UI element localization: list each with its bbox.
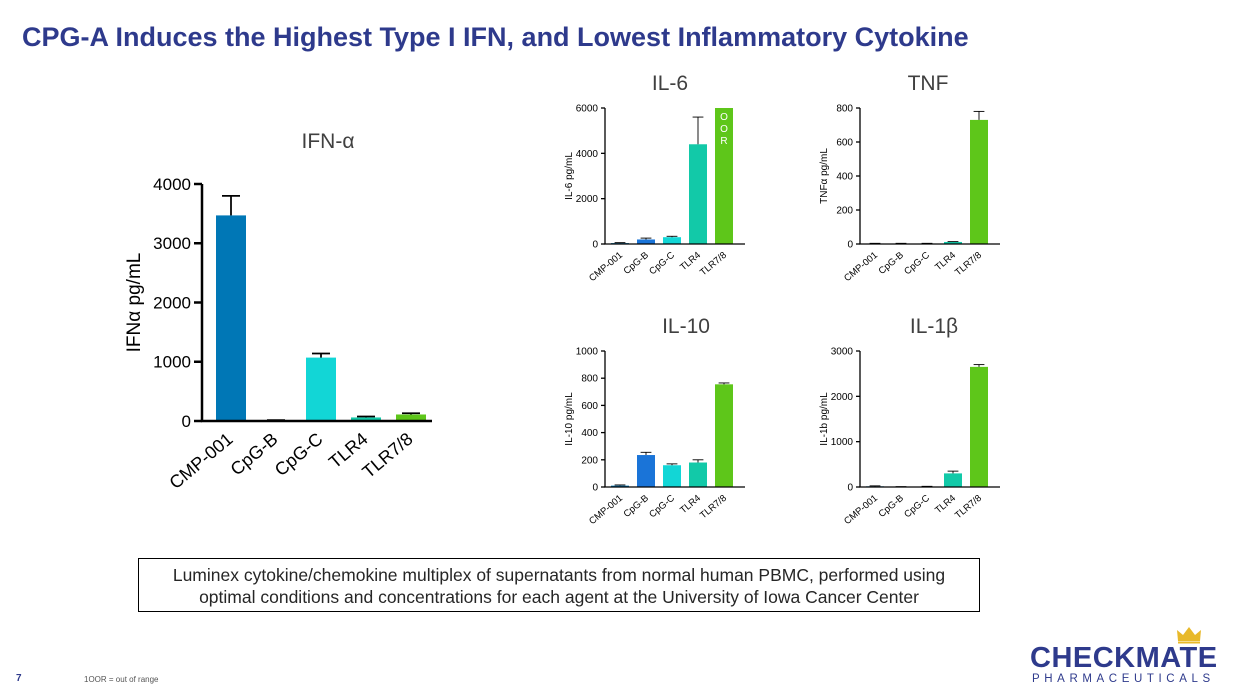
- ifn-x-tick-label: TLR7/8: [358, 429, 416, 482]
- il6-x-tick-label: CpG-C: [647, 250, 677, 278]
- slide-title: CPG-A Induces the Highest Type I IFN, an…: [22, 22, 969, 52]
- il6-bar-tlr7-8: [715, 108, 733, 244]
- chart-title-il1b: IL-1β: [909, 315, 959, 338]
- chart-title-il6: IL-6: [651, 72, 689, 95]
- il1b-chart: 0 1000 2000 3000 IL-1b pg/mL CMP-001CpG-BCpG-…: [819, 347, 1000, 527]
- ifn-alpha-chart: 0 1000 2000 3000 4000 IFNα pg/mL CMP-001CpG-BC…: [124, 175, 432, 493]
- il1b-x-tick-label: CpG-B: [877, 493, 906, 520]
- il10-bar-tlr7-8: [715, 384, 733, 487]
- il1b-x-tick-label: CpG-C: [902, 493, 932, 521]
- il1b-x-tick-label: CMP-001: [842, 493, 880, 527]
- tnf-x-tick-label: TLR7/8: [953, 250, 984, 278]
- caption-line-1: Luminex cytokine/chemokine multiplex of …: [172, 565, 946, 585]
- tnf-bar-tlr7-8: [970, 119, 988, 244]
- ifn-y-tick-label: 4000: [153, 175, 191, 194]
- il10-bar-tlr4: [689, 462, 707, 487]
- il6-x-tick-label: CpG-B: [622, 250, 651, 277]
- ifn-x-tick-label: CpG-B: [227, 429, 282, 480]
- il6-x-tick-label: CMP-001: [587, 250, 625, 284]
- chart-title-tnf: TNF: [907, 72, 949, 95]
- il1b-y-tick-label: 2000: [831, 392, 854, 403]
- tnf-bar-tlr4: [944, 241, 962, 244]
- logo-subtitle: PHARMACEUTICALS: [1032, 673, 1215, 685]
- caption-line-2: optimal conditions and concentrations fo…: [199, 587, 919, 607]
- ifn-bar-cpg-c: [306, 357, 336, 421]
- il10-chart: 0 200 400 600 800 1000 IL-10 pg/mL CMP-001CpG-B…: [564, 347, 745, 527]
- il1b-y-tick-label: 3000: [831, 347, 854, 358]
- crown-shape: [1177, 627, 1201, 641]
- il10-bar-cmp-001: [611, 485, 629, 487]
- tnf-x-tick-label: CMP-001: [842, 250, 880, 284]
- il10-x-tick-label: CMP-001: [587, 493, 625, 527]
- ifn-bar-tlr4: [351, 417, 381, 421]
- crown-base: [1178, 641, 1200, 644]
- tnf-y-tick-label: 800: [836, 104, 853, 115]
- tnf-y-tick-label: 600: [836, 138, 853, 149]
- il10-y-tick-label: 200: [581, 455, 598, 466]
- footnote: 1OOR = out of range: [84, 675, 159, 684]
- il10-x-tick-label: CpG-B: [622, 493, 651, 520]
- il6-chart: 0 2000 4000 6000 IL-6 pg/mL CMP-001CpG-BCpG-C…: [564, 104, 745, 284]
- il6-y-axis-label: IL-6 pg/mL: [564, 152, 575, 200]
- il10-bar-cpg-c: [663, 465, 681, 487]
- il6-y-tick-label: 4000: [576, 149, 599, 160]
- il10-y-tick-label: 600: [581, 401, 598, 412]
- il10-x-tick-label: TLR7/8: [698, 493, 729, 521]
- il6-annotation-char: R: [720, 136, 727, 147]
- ifn-y-axis-label: IFNα pg/mL: [124, 253, 145, 353]
- tnf-y-tick-label: 200: [836, 206, 853, 217]
- tnf-x-tick-label: CpG-B: [877, 250, 906, 277]
- il1b-bar-tlr4: [944, 473, 962, 487]
- tnf-y-tick-label: 0: [847, 240, 853, 251]
- ifn-y-tick-label: 3000: [153, 234, 191, 253]
- method-caption-box: Luminex cytokine/chemokine multiplex of …: [138, 558, 980, 612]
- il1b-y-tick-label: 0: [847, 483, 853, 494]
- il6-annotation-char: O: [720, 112, 728, 123]
- il6-annotation-char: O: [720, 124, 728, 135]
- crown-icon: [1177, 627, 1201, 644]
- il1b-x-tick-label: TLR7/8: [953, 493, 984, 521]
- ifn-x-tick-label: CpG-C: [271, 429, 327, 480]
- il6-bar-cpg-c: [663, 237, 681, 244]
- slide-number: 7: [16, 673, 22, 684]
- il6-y-tick-label: 6000: [576, 104, 599, 115]
- ifn-x-tick-label: CMP-001: [165, 429, 236, 493]
- checkmate-logo: CHECKMATE PHARMACEUTICALS: [1030, 626, 1220, 686]
- tnf-x-tick-label: CpG-C: [902, 250, 932, 278]
- chart-title-il10: IL-10: [662, 315, 710, 338]
- ifn-y-tick-label: 0: [182, 412, 191, 431]
- il1b-bar-tlr7-8: [970, 366, 988, 487]
- tnf-chart: 0 200 400 600 800 TNFα pg/mL CMP-001CpG-BCpG-C…: [819, 104, 1000, 284]
- il6-bar-tlr4: [689, 144, 707, 244]
- il10-y-tick-label: 0: [592, 483, 598, 494]
- tnf-y-axis-label: TNFα pg/mL: [819, 148, 830, 204]
- il6-y-tick-label: 2000: [576, 194, 599, 205]
- il1b-y-axis-label: IL-1b pg/mL: [819, 392, 830, 446]
- ifn-y-tick-label: 1000: [153, 353, 191, 372]
- tnf-y-tick-label: 400: [836, 172, 853, 183]
- il10-y-tick-label: 800: [581, 374, 598, 385]
- il1b-y-tick-label: 1000: [831, 437, 854, 448]
- il10-bar-cpg-b: [637, 455, 655, 487]
- il10-y-tick-label: 1000: [576, 347, 599, 358]
- il10-y-tick-label: 400: [581, 428, 598, 439]
- logo-wordmark: CHECKMATE: [1030, 642, 1218, 674]
- ifn-y-tick-label: 2000: [153, 293, 191, 312]
- il10-x-tick-label: CpG-C: [647, 493, 677, 521]
- ifn-bar-cmp-001: [216, 215, 246, 421]
- chart-title-ifn: IFN-α: [301, 130, 355, 153]
- il6-y-tick-label: 0: [592, 240, 598, 251]
- il6-x-tick-label: TLR7/8: [698, 250, 729, 278]
- il10-y-axis-label: IL-10 pg/mL: [564, 392, 575, 446]
- ifn-bar-tlr7-8: [396, 414, 426, 421]
- il6-bar-cpg-b: [637, 239, 655, 244]
